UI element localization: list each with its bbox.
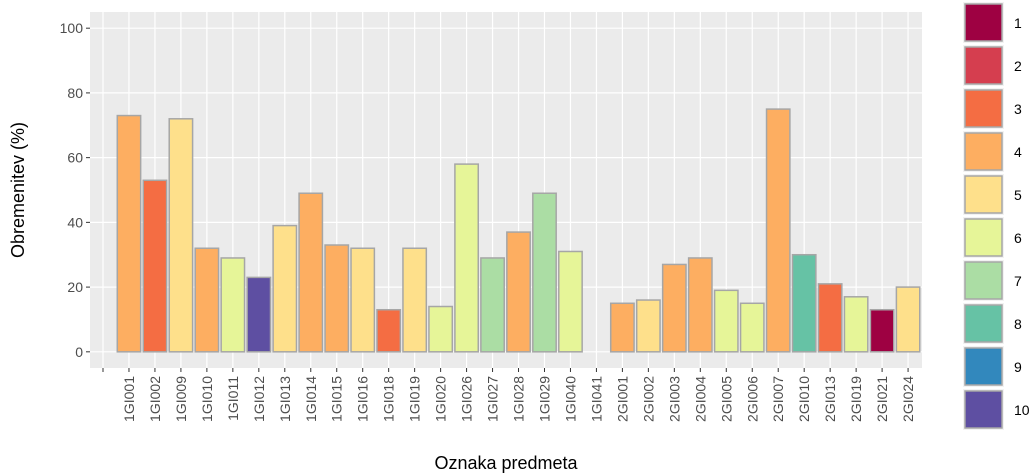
x-tick-label: 1GI020 [433,376,449,422]
x-tick-label: 1GI026 [459,376,475,422]
x-tick-label: 1GI001 [121,376,137,422]
y-tick-label: 20 [67,279,83,295]
bar [635,299,661,353]
bar [506,231,531,353]
bar [220,257,246,353]
bar [168,118,194,353]
x-tick-label: 2GI019 [848,376,864,422]
bar [895,286,921,353]
legend-swatch [964,218,1003,257]
y-tick-label: 100 [60,20,84,36]
bar [817,283,843,353]
legend-swatch [964,175,1003,214]
bar [739,302,765,353]
bar [324,244,350,353]
bar [480,257,505,353]
bar [272,224,298,353]
legend-label: 6 [1014,230,1022,246]
y-tick-label: 0 [75,344,83,360]
x-tick-label: 1GI012 [251,376,267,422]
x-tick-label: 1GI029 [536,376,552,422]
legend-swatch [964,347,1003,386]
y-tick-label: 80 [67,85,83,101]
x-tick-label: 2GI001 [614,376,630,422]
bar [194,247,220,353]
x-tick-label: 2GI010 [796,376,812,422]
legend-label: 7 [1014,273,1022,289]
x-tick-label: 1GI015 [329,376,345,422]
x-tick-label: 1GI002 [147,376,163,422]
x-tick-label: 2GI024 [900,376,916,422]
x-tick-label: 1GI009 [173,376,189,422]
x-tick-label: 1GI019 [407,376,423,422]
x-tick-label: 2GI002 [640,376,656,422]
legend-swatch [964,261,1003,300]
legend-label: 4 [1014,144,1022,160]
x-tick-label: 1GI010 [199,376,215,422]
x-tick-label: 1GI016 [355,376,371,422]
legend-swatch [964,390,1003,429]
bar [765,108,791,353]
bar [428,305,454,353]
x-tick-label: 2GI005 [718,376,734,422]
legend-label: 1 [1014,15,1022,31]
legend-swatch [964,3,1003,42]
bar [454,163,480,353]
legend-swatch [964,304,1003,343]
x-tick-label: 1GI014 [303,376,319,422]
y-axis-title: Obremenitev (%) [8,122,28,258]
x-tick-label: 2GI013 [822,376,838,422]
x-tick-label: 1GI028 [511,376,527,422]
legend-label: 2 [1014,58,1022,74]
bar [116,114,142,353]
y-tick-label: 60 [67,150,83,166]
x-axis-title: Oznaka predmeta [434,453,578,473]
bar [402,247,428,353]
legend-label: 10 [1014,402,1029,418]
bar [246,276,272,353]
bar [869,308,895,353]
bar [713,289,739,353]
x-tick-label: 1GI040 [562,376,578,422]
x-tick-label: 1GI018 [381,376,397,422]
legend-swatch [964,89,1003,128]
bar [843,296,869,353]
x-tick-label: 2GI006 [744,376,760,422]
bar [609,302,635,353]
x-tick-label: 1GI027 [485,376,501,422]
legend-label: 8 [1014,316,1022,332]
x-tick-label: 1GI041 [588,376,604,422]
bar [532,192,557,353]
x-tick-label: 1GI011 [225,376,241,421]
legend-label: 5 [1014,187,1022,203]
x-tick-label: 2GI003 [666,376,682,422]
legend-swatch [964,132,1003,171]
legend-swatch [964,46,1003,85]
x-tick-label: 1GI013 [277,376,293,422]
legend-label: 3 [1014,101,1022,117]
bar [350,247,376,353]
bar [142,179,168,353]
x-tick-label: 2GI004 [692,376,708,422]
x-tick-label: 2GI007 [770,376,786,422]
bar [558,250,583,353]
bar [791,253,817,353]
bar [687,257,713,353]
x-tick-label: 2GI021 [874,376,890,422]
legend-label: 9 [1014,359,1022,375]
bar [376,308,402,353]
bar [661,263,687,353]
y-tick-label: 40 [67,214,83,230]
bar [298,192,324,353]
